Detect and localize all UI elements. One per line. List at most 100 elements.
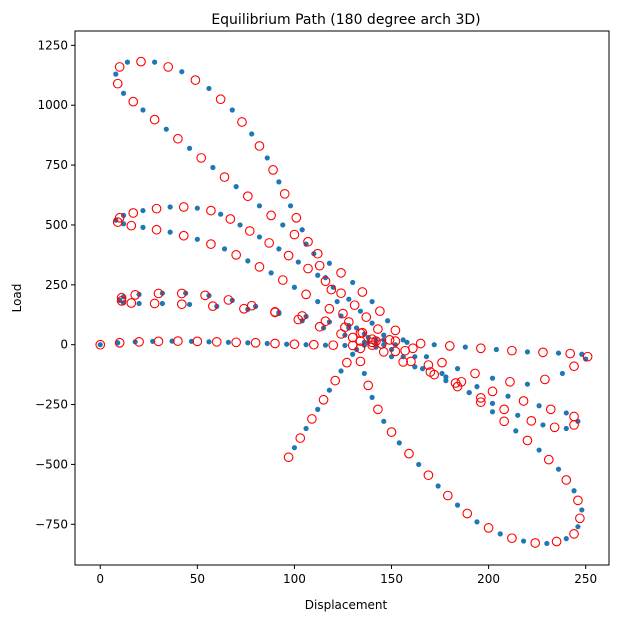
open-circle-data-point (206, 239, 216, 249)
filled-data-point (524, 381, 531, 387)
filled-data-point (555, 350, 562, 356)
filled-data-point (237, 222, 243, 228)
open-circle-data-point (390, 336, 401, 346)
open-circle-data-point (264, 238, 275, 248)
open-circle-data-point (206, 205, 216, 216)
filled-data-point (322, 275, 329, 281)
y-tick-label: −750 (35, 517, 68, 531)
open-circle-data-point (308, 339, 319, 350)
open-circle-data-point (279, 188, 290, 199)
open-circle-data-point (470, 368, 480, 379)
open-circle-data-point (545, 404, 556, 415)
x-axis-label: Displacement (305, 598, 388, 612)
open-circle-data-point (219, 172, 230, 182)
open-circle-data-point (357, 287, 368, 297)
x-axis: 0 50 100 150 200 250 (96, 565, 597, 586)
open-circle-data-point (384, 335, 395, 345)
filled-data-point (163, 126, 169, 132)
open-circle-data-point (342, 357, 352, 368)
filled-data-point (303, 241, 309, 247)
open-circle-data-point (200, 290, 210, 301)
filled-data-point (466, 389, 472, 396)
filled-data-point (342, 342, 348, 349)
open-circle-data-point (373, 324, 383, 334)
filled-data-point (462, 344, 468, 350)
filled-data-point (287, 203, 294, 209)
open-circle-data-point (320, 276, 331, 287)
open-circle-data-point (289, 339, 300, 350)
filled-data-point (256, 203, 263, 209)
open-circle-data-point (163, 62, 174, 72)
filled-data-point (493, 346, 499, 353)
open-circle-data-point (363, 380, 374, 391)
open-circle-data-point (462, 508, 473, 519)
filled-data-point (544, 540, 550, 547)
filled-data-point (369, 394, 375, 400)
y-tick-label: 500 (45, 218, 68, 232)
open-circle-data-point (507, 345, 517, 356)
open-circle-data-point (326, 284, 337, 295)
filled-data-point (350, 351, 356, 357)
open-circle-data-point (349, 300, 360, 311)
x-tick-label: 150 (380, 572, 403, 586)
filled-data-point (513, 428, 519, 434)
open-circle-data-point (569, 529, 579, 539)
filled-data-point (563, 410, 569, 416)
filled-data-point (559, 370, 565, 377)
filled-data-point (361, 370, 367, 377)
filled-data-point (194, 236, 200, 242)
open-circle-data-point (373, 404, 383, 415)
markers (95, 56, 593, 548)
open-circle-data-point (95, 339, 106, 350)
open-circle-data-point (307, 414, 317, 424)
open-circle-data-point (442, 490, 453, 501)
open-circle-data-point (312, 248, 323, 259)
filled-data-point (249, 131, 255, 137)
filled-data-point (295, 259, 301, 265)
open-circle-data-point (318, 394, 329, 405)
open-circle-data-point (134, 336, 144, 347)
open-circle-data-point (192, 336, 203, 347)
open-circle-data-point (211, 336, 222, 347)
open-circle-data-point (176, 288, 187, 299)
open-circle-data-point (487, 386, 498, 397)
open-circle-data-point (336, 268, 346, 278)
filled-data-point (579, 507, 585, 513)
open-circle-data-point (404, 448, 414, 459)
open-circle-data-point (215, 94, 226, 105)
filled-data-point (159, 300, 165, 307)
filled-data-point (284, 341, 290, 347)
open-circle-data-point (149, 298, 160, 309)
filled-data-point (124, 59, 131, 65)
open-circle-data-point (283, 250, 294, 261)
x-tick-label: 250 (574, 572, 597, 586)
filled-data-point (322, 342, 329, 348)
open-circle-data-point (398, 357, 409, 367)
filled-data-point (113, 71, 119, 77)
filled-data-point (115, 340, 121, 346)
open-circle-data-point (450, 378, 461, 388)
open-circle-data-point (114, 62, 125, 72)
open-circle-data-point (196, 153, 207, 163)
open-circle-data-point (408, 343, 418, 354)
filled-data-point (210, 164, 216, 171)
open-circle-data-point (507, 533, 517, 544)
open-circle-data-point (231, 337, 242, 348)
filled-data-point (264, 340, 270, 347)
filled-data-point (555, 466, 562, 472)
filled-data-point (524, 349, 531, 355)
open-circle-data-point (569, 411, 579, 422)
filled-data-point (489, 409, 496, 415)
filled-data-point (140, 107, 146, 113)
open-circle-data-point (569, 361, 579, 372)
open-circle-data-point (268, 165, 278, 175)
y-axis: −750 −500 −250 0 250 500 750 1000 1250 (35, 38, 75, 531)
filled-data-point (245, 340, 251, 346)
open-circle-data-point (314, 321, 325, 332)
filled-data-point (416, 461, 422, 468)
open-circle-data-point (378, 347, 389, 357)
open-circle-data-point (320, 316, 331, 327)
filled-data-point (268, 270, 274, 276)
filled-data-point (563, 536, 569, 542)
open-circle-data-point (499, 416, 509, 427)
